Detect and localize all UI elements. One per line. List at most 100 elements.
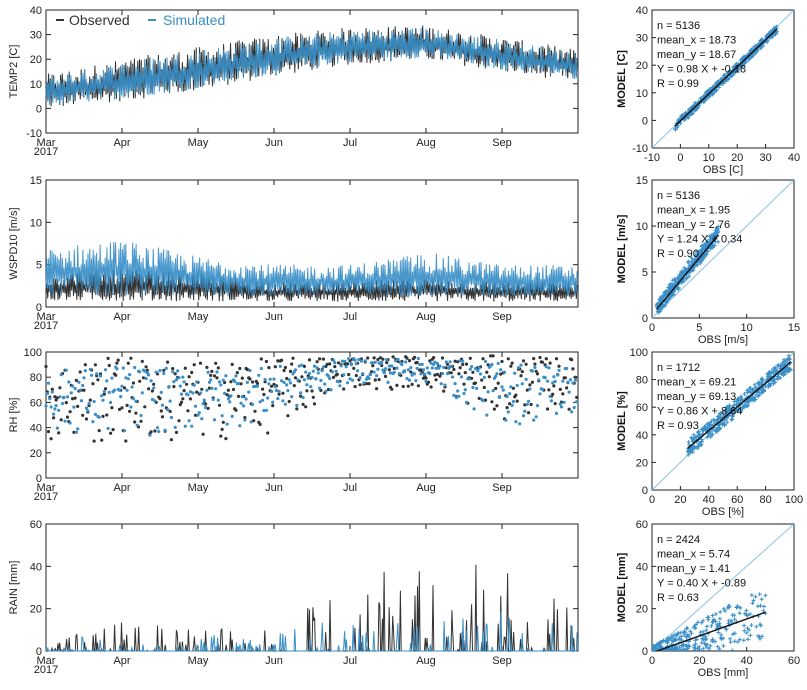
data-point — [247, 390, 251, 394]
x-axis-label: OBS [C] — [703, 164, 743, 176]
data-point — [451, 375, 455, 379]
data-point — [485, 370, 489, 374]
data-point — [571, 381, 575, 385]
data-point — [516, 366, 521, 370]
x-tick-label: Jul — [343, 137, 357, 149]
y-axis-label: RAIN [mm] — [8, 561, 20, 615]
data-point — [64, 368, 68, 372]
data-point — [378, 356, 382, 360]
data-point — [49, 405, 53, 409]
data-point — [262, 392, 266, 397]
data-point — [183, 366, 187, 370]
data-point — [147, 387, 151, 391]
data-point — [214, 361, 218, 365]
data-point — [463, 371, 467, 375]
timeseries-panel-3 — [45, 523, 579, 653]
data-point — [220, 414, 224, 418]
data-point — [292, 384, 296, 388]
stats-text: mean_y = 1.41 — [657, 563, 730, 575]
x-tick-label: 40 — [703, 494, 715, 506]
scatter-crosses — [652, 592, 768, 651]
data-point — [424, 379, 428, 383]
stats-text: Y = 0.98 X + -0.18 — [657, 64, 746, 76]
data-point — [168, 409, 172, 413]
regression-line — [674, 28, 778, 127]
data-point — [459, 375, 464, 379]
data-point — [496, 361, 500, 366]
data-point — [426, 380, 431, 384]
data-point — [272, 377, 276, 381]
data-point — [443, 383, 447, 387]
data-point — [331, 358, 336, 362]
data-point — [342, 373, 346, 377]
data-point — [209, 378, 213, 382]
data-point — [513, 371, 517, 375]
data-point — [568, 378, 573, 382]
data-point — [380, 360, 384, 364]
data-point — [195, 380, 199, 384]
data-point — [171, 370, 175, 374]
data-point — [511, 400, 515, 404]
data-point — [558, 402, 562, 406]
x-tick-label: 5 — [696, 322, 702, 334]
data-point — [45, 392, 49, 396]
data-point — [418, 362, 422, 367]
data-point — [372, 370, 376, 374]
x-tick-label: Apr — [113, 655, 130, 667]
plot-frame — [45, 179, 579, 308]
timeseries-panel-1 — [45, 179, 579, 308]
x-tick-label: Apr — [113, 137, 130, 149]
data-point — [302, 378, 306, 382]
data-point — [449, 364, 453, 368]
y-tick-label: 40 — [636, 5, 648, 17]
observed-series — [46, 564, 578, 653]
data-point — [117, 407, 122, 411]
data-point — [288, 369, 293, 373]
data-point — [371, 364, 375, 368]
data-point — [168, 399, 172, 403]
data-point — [248, 368, 252, 373]
data-point — [286, 414, 290, 418]
data-point — [519, 363, 523, 367]
data-point — [357, 357, 361, 362]
data-point — [356, 369, 360, 373]
data-point — [226, 388, 230, 392]
data-point — [299, 391, 303, 395]
data-point — [139, 413, 143, 418]
data-point — [538, 355, 542, 360]
scatter-crosses — [686, 353, 793, 457]
data-point — [44, 364, 48, 369]
data-point — [49, 437, 53, 441]
data-point — [73, 387, 77, 391]
data-point — [316, 371, 320, 375]
data-point — [551, 392, 555, 396]
data-point — [525, 388, 529, 392]
data-point — [338, 384, 342, 388]
data-point — [527, 399, 531, 403]
data-point — [59, 418, 63, 422]
data-point — [185, 382, 189, 386]
data-point — [107, 363, 111, 368]
data-point — [528, 383, 532, 387]
data-point — [342, 387, 346, 391]
data-point — [297, 364, 301, 368]
data-point — [500, 359, 504, 364]
y-tick-label: 15 — [30, 175, 42, 187]
data-point — [238, 366, 242, 371]
data-point — [439, 382, 443, 386]
data-point — [400, 363, 404, 367]
plot-frame — [45, 9, 579, 134]
data-point — [280, 358, 284, 362]
y-axis-label: TEMP2 [C] — [8, 45, 20, 99]
data-point — [280, 379, 284, 383]
data-point — [158, 397, 162, 401]
data-point — [490, 362, 494, 367]
data-point — [428, 371, 432, 376]
data-point — [462, 382, 466, 386]
data-point — [143, 405, 147, 409]
data-point — [419, 372, 423, 376]
data-point — [310, 389, 314, 393]
data-point — [296, 378, 300, 382]
data-point — [509, 364, 513, 368]
data-point — [81, 383, 85, 388]
